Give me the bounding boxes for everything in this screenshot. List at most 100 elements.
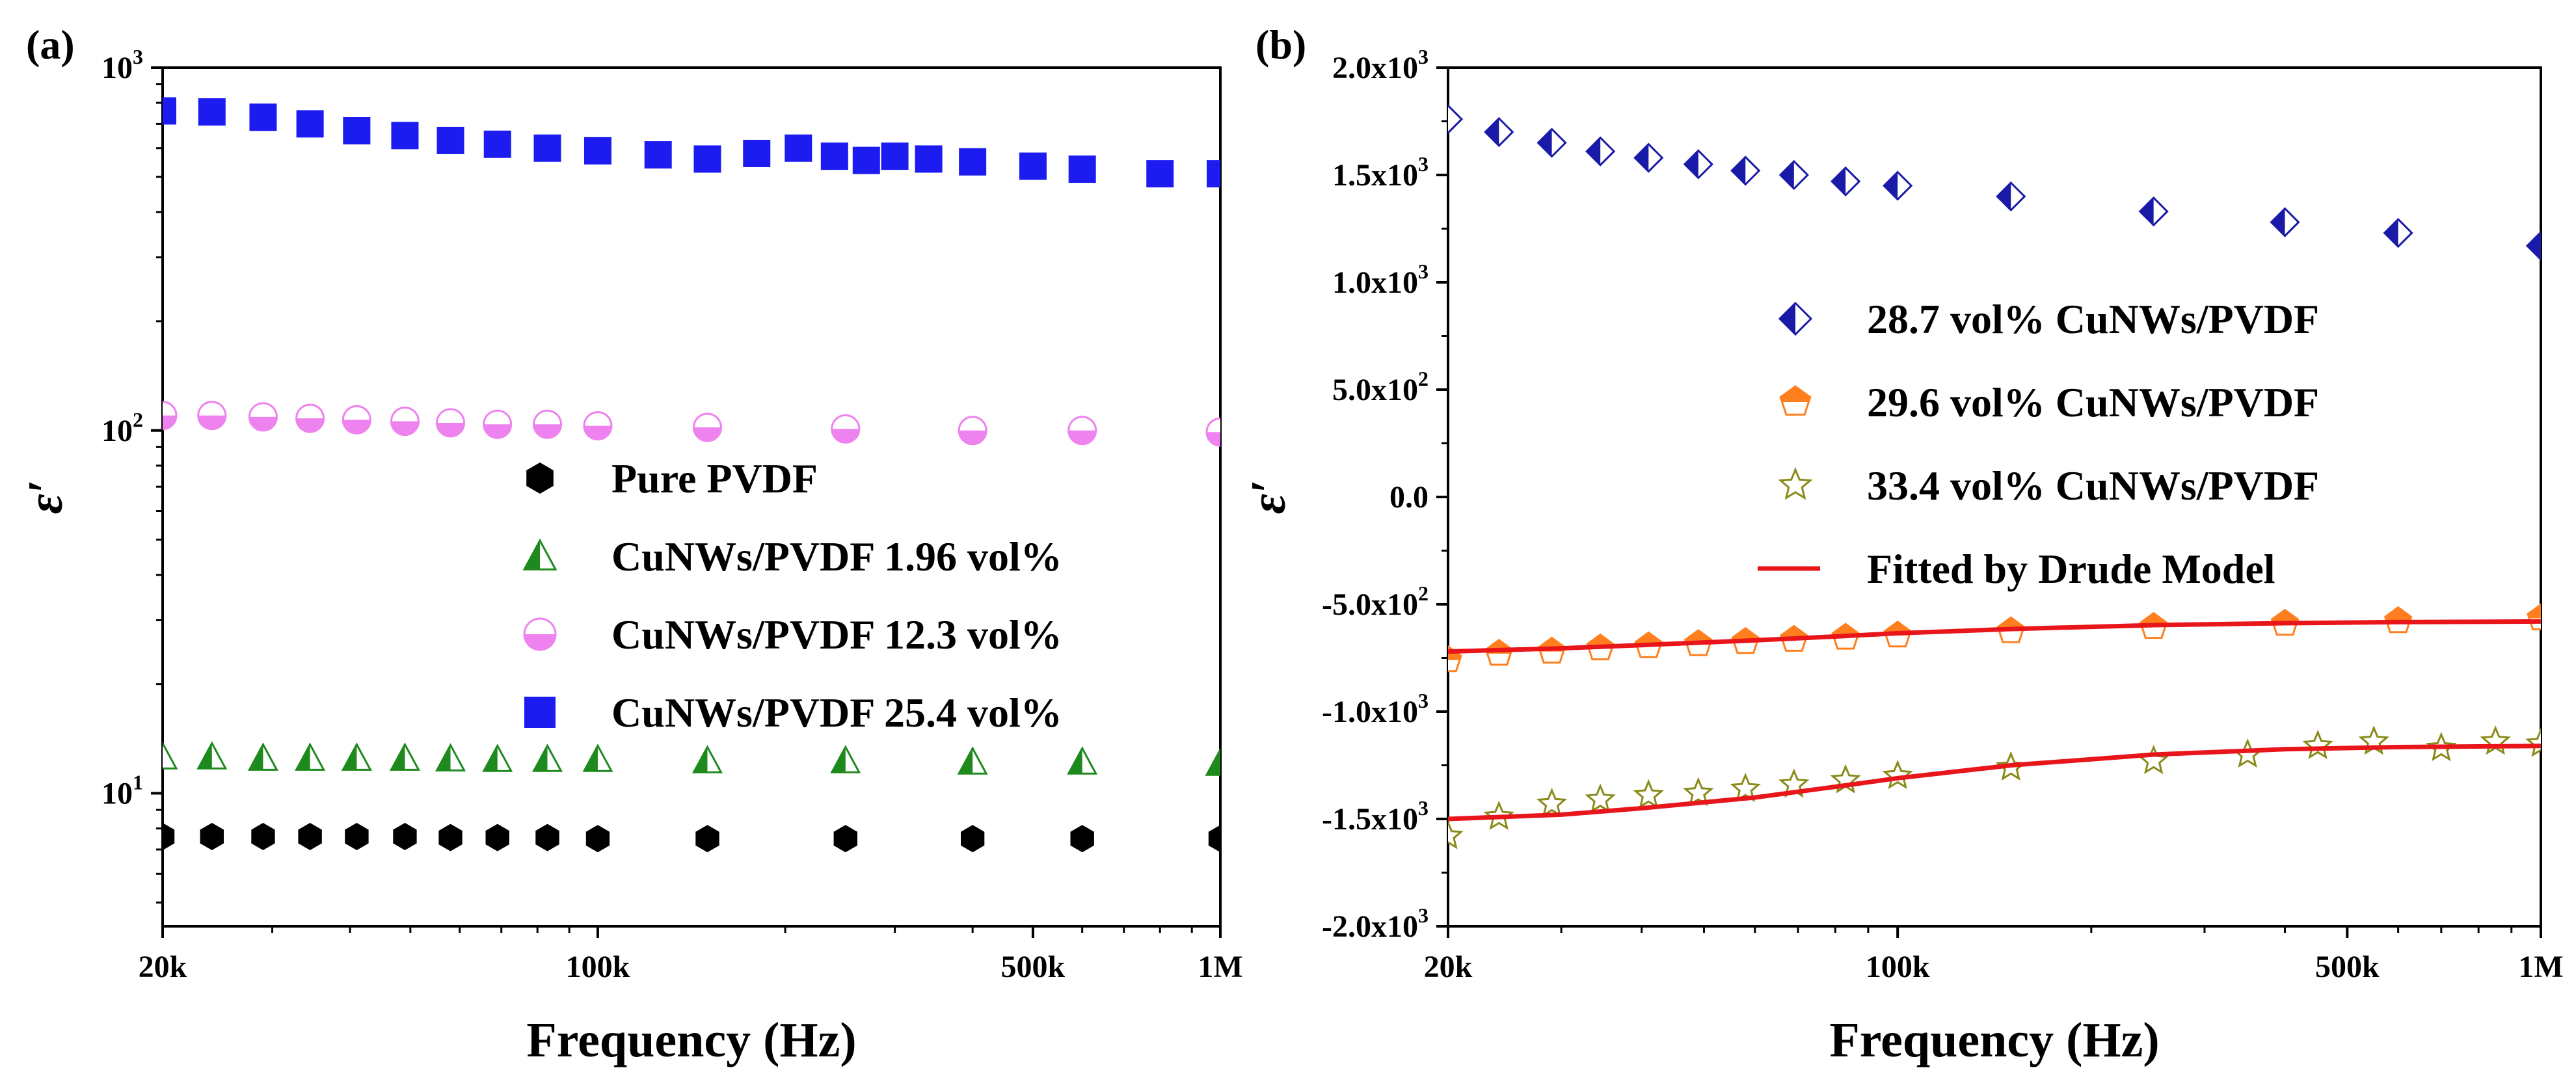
panel-b-y-tick-label: 5.0x102 <box>1332 367 1429 407</box>
panel-a-series-0-point <box>961 825 985 853</box>
panel-a-series-2-point <box>248 402 278 432</box>
panel-b-legend-label-1: 29.6 vol% CuNWs/PVDF <box>1867 379 2319 425</box>
panel-b-series-1-point <box>2527 603 2541 630</box>
panel-b-x-tick-label: 500k <box>2315 950 2380 984</box>
panel-b: 20k 100k 500k 1M 2.0x103 1.5x103 1.0x103 5.0x10… <box>1241 45 2564 1067</box>
panel-a-series-0-point <box>200 823 224 850</box>
panel-a-plot-area <box>163 97 1220 853</box>
panel-a-series-3-point <box>644 141 672 169</box>
panel-a-series-3-point <box>693 145 721 173</box>
panel-b-series-0-point <box>1883 170 1913 201</box>
panel-a-series-3-point <box>533 134 561 162</box>
panel-a-series-0-point <box>695 825 719 853</box>
panel-b-y-tick-label: -2.0x103 <box>1322 904 1429 944</box>
panel-b-legend-label-3: Fitted by Drude Model <box>1867 546 2275 592</box>
panel-a-series-2-point <box>197 401 227 431</box>
panel-a-series-0-point <box>833 825 857 853</box>
panel-b-legend: 28.7 vol% CuNWs/PVDF 29.6 vol% CuNWs/PVDF… <box>1758 296 2319 592</box>
panel-a-series-3-point <box>785 134 812 162</box>
panel-b-series-0-point <box>1831 166 1861 197</box>
panel-a-series-3-point <box>959 148 987 176</box>
panel-b-series-0-point <box>1633 142 1664 173</box>
panel-b-series-2-point <box>2302 729 2333 759</box>
panel-a-series-0-point <box>251 823 275 850</box>
panel-a-legend: Pure PVDF CuNWs/PVDF 1.96 vol% CuNWs/PVDF … <box>522 455 1062 736</box>
panel-b-series-2-point <box>1633 779 1664 809</box>
panel-a-series-3-point <box>1207 160 1220 188</box>
panel-a-legend-marker-2 <box>523 617 557 651</box>
panel-b-legend-marker-1 <box>1779 385 1812 416</box>
panel-a-series-0-point <box>1208 825 1220 853</box>
panel-a-x-tick-label: 500k <box>1001 950 1066 984</box>
panel-a-series-1-point <box>957 746 988 775</box>
panel-a-series-2-point <box>533 409 563 439</box>
panel-a-series-1-point <box>691 745 723 773</box>
panel-a-series-0-point <box>163 823 175 850</box>
panel-a-y-axis-title: ε′ <box>18 480 73 515</box>
panel-b-series-0-point <box>1730 155 1761 186</box>
panel-b-fit-line <box>1448 619 2541 654</box>
panel-a-series-0-point <box>535 824 559 851</box>
panel-a-plot-frame <box>161 66 1222 928</box>
panel-a-series-3-point <box>1068 155 1096 183</box>
panel-b-series-0-point <box>1778 159 1809 191</box>
panel-b-series-0-point <box>1996 181 2026 212</box>
panel-a-series-1-point <box>1067 746 1098 775</box>
panel-a-series-3-point <box>343 117 371 145</box>
panel-a-series-1-point <box>295 742 326 771</box>
panel-a-legend-marker-0 <box>526 462 554 494</box>
panel-a-series-2-point <box>436 408 466 438</box>
panel-b-y-tick-label: 1.0x103 <box>1332 260 1429 300</box>
panel-a-series-2-point <box>958 416 987 446</box>
panel-a-x-axis-title: Frequency (Hz) <box>526 1013 856 1067</box>
panel-a-x-tick-label: 1M <box>1198 950 1242 984</box>
panel-a-series-3-point <box>296 110 324 138</box>
panel-a-series-1-point <box>196 741 228 770</box>
panel-a-series-3-point <box>198 98 226 126</box>
panel-a-series-0-point <box>345 823 369 850</box>
panel-a-legend-label-3: CuNWs/PVDF 25.4 vol% <box>611 690 1062 736</box>
panel-b-series-2-point <box>2138 744 2169 775</box>
panel-a-series-3-point <box>820 142 848 170</box>
panel-b-series-2-point <box>1536 787 1568 818</box>
panel-a-series-0-point <box>298 823 322 850</box>
panel-a-series-1-point <box>582 744 613 772</box>
panel-a-x-tick-label: 20k <box>139 950 187 984</box>
panel-a-legend-marker-3 <box>524 697 556 728</box>
panel-a-series-2-point <box>692 412 722 442</box>
panel-b-series-0-point <box>1536 127 1567 158</box>
panel-a-x-tick-label: 100k <box>566 950 630 984</box>
panel-a-y-tick-label: 102 <box>101 408 143 448</box>
panel-a-series-1-point <box>341 742 372 771</box>
panel-b-series-0-point <box>2270 207 2300 237</box>
panel-b-fit-line <box>1448 744 2541 822</box>
panel-a-series-2-point <box>163 401 178 431</box>
panel-a-series-3-point <box>743 139 771 167</box>
panel-a-series-0-point <box>1070 825 1094 853</box>
panel-b-x-tick-label: 1M <box>2518 950 2563 984</box>
panel-b-y-axis-title: ε′ <box>1241 480 1296 515</box>
panel-b-series-0-point <box>1683 149 1713 180</box>
panel-b-series-1-point <box>2383 606 2413 634</box>
panel-b-y-tick-label: 0.0 <box>1389 480 1429 515</box>
panel-b-legend-marker-0 <box>1778 301 1813 336</box>
panel-a-series-3-point <box>436 126 464 154</box>
panel-a-series-3-point <box>483 130 511 158</box>
panel-a-series-1-point <box>163 741 178 770</box>
panel-b-series-2-point <box>2480 725 2511 755</box>
panel-b-y-tick-label: 2.0x103 <box>1332 45 1429 85</box>
panel-a-series-1-point <box>247 742 278 771</box>
panel-a-series-2-point <box>390 407 420 436</box>
panel-b-legend-label-0: 28.7 vol% CuNWs/PVDF <box>1867 296 2319 342</box>
panel-a-series-2-point <box>583 411 613 441</box>
panel-a-series-1-point <box>1205 747 1220 776</box>
panel-b-x-axis-title: Frequency (Hz) <box>1829 1013 2159 1067</box>
panel-b-y-tick-label: -1.0x103 <box>1322 689 1429 729</box>
panel-a-series-0-point <box>585 825 610 853</box>
panel-a-series-0-point <box>393 823 417 850</box>
panel-a-series-3-point <box>881 142 909 170</box>
panel-b-series-0-point <box>2138 196 2169 227</box>
panel-a-series-2-point <box>831 414 861 444</box>
panel-a-series-3-point <box>163 97 176 125</box>
